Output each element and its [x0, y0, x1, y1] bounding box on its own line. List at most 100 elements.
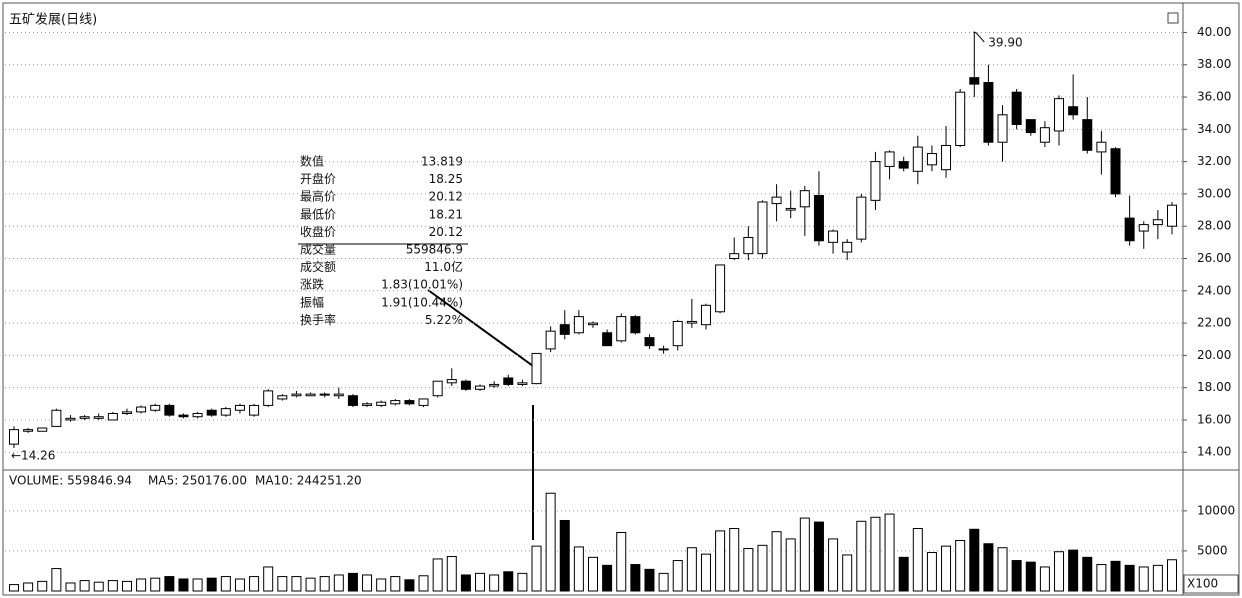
volume-bar — [997, 547, 1008, 592]
y-tick-label: 36.00 — [1197, 90, 1231, 104]
volume-bar — [432, 558, 443, 592]
candle-body — [23, 429, 34, 432]
volume-bar — [51, 568, 62, 592]
candle-body — [404, 400, 415, 405]
volume-bar — [446, 556, 457, 592]
candle-body — [376, 401, 387, 406]
candle-body — [941, 144, 952, 171]
candle-body — [955, 91, 966, 146]
volume-header: MA5: 250176.00 — [148, 474, 247, 488]
volume-bar — [545, 492, 556, 592]
candle-body — [1011, 91, 1022, 125]
volume-bar — [333, 574, 344, 592]
volume-bar — [1167, 559, 1177, 592]
candle-body — [1068, 106, 1079, 116]
unit-label: X100 — [1187, 577, 1218, 591]
volume-bar — [1138, 566, 1149, 592]
volume-bar — [489, 574, 500, 592]
candle-body — [630, 316, 641, 334]
candle-body — [503, 377, 514, 385]
candle-body — [446, 379, 457, 384]
candle-body — [206, 409, 217, 416]
volume-bar — [178, 578, 189, 592]
volume-bar — [969, 528, 980, 592]
candle-body — [1152, 219, 1163, 226]
volume-bar — [743, 548, 754, 592]
volume-bar — [898, 556, 909, 592]
tooltip-value: 11.0亿 — [424, 259, 463, 274]
volume-bar — [93, 581, 104, 592]
candle-body — [1039, 127, 1050, 143]
tooltip-value: 5.22% — [425, 313, 463, 327]
y-tick-label: 18.00 — [1197, 380, 1231, 394]
volume-bar — [475, 572, 486, 592]
candle-body — [79, 416, 90, 419]
tooltip-value: 559846.9 — [406, 243, 463, 257]
volume-bar — [263, 566, 274, 592]
volume-bar — [771, 531, 782, 592]
volume-bar — [757, 544, 768, 592]
candle-body — [1096, 141, 1107, 153]
candle-body — [573, 316, 584, 334]
candle-body — [602, 332, 613, 347]
candle-body — [121, 411, 132, 414]
tooltip-label: 涨跌 — [300, 277, 324, 292]
candle-body — [234, 404, 245, 411]
volume-bar — [644, 568, 655, 592]
y-tick-label: 16.00 — [1197, 412, 1231, 426]
volume-bar — [729, 527, 740, 592]
candle-body — [1138, 224, 1149, 232]
candle-body — [785, 207, 796, 211]
tooltip-label: 最高价 — [300, 189, 336, 204]
volume-bar — [1054, 551, 1065, 592]
volume-bar — [955, 540, 966, 592]
candle-body — [969, 77, 980, 85]
volume-bar — [856, 520, 867, 592]
candle-body — [1167, 204, 1177, 227]
tooltip-value: 20.12 — [429, 190, 463, 204]
candle-body — [249, 404, 260, 416]
volume-bar — [192, 578, 203, 592]
volume-bar — [588, 556, 598, 592]
chart-title: 五矿发展(日线) — [9, 12, 97, 28]
volume-bar — [686, 547, 697, 592]
volume-bar — [813, 521, 824, 592]
volume-bar — [700, 553, 711, 592]
volume-bar — [983, 543, 994, 592]
candle-body — [263, 390, 274, 406]
volume-bar — [941, 545, 952, 592]
tooltip-label: 开盘价 — [300, 171, 336, 186]
volume-bar — [785, 538, 796, 592]
candle-body — [884, 151, 895, 167]
candle-body — [475, 385, 486, 390]
tooltip-label: 成交额 — [300, 259, 336, 274]
volume-bar — [319, 576, 330, 592]
candle-body — [813, 195, 824, 242]
volume-bar — [828, 538, 839, 592]
candle-body — [107, 412, 118, 421]
volume-bar — [249, 576, 260, 592]
candle-body — [771, 196, 782, 205]
volume-bar — [376, 578, 387, 592]
candle-body — [616, 316, 627, 342]
candle-body — [418, 398, 429, 406]
candle-body — [672, 320, 683, 347]
volume-bar — [658, 572, 669, 592]
candle-body — [1082, 119, 1093, 151]
candle-body — [588, 322, 598, 326]
volume-bar — [1110, 560, 1121, 592]
candle-body — [870, 161, 881, 201]
tooltip-value: 18.21 — [429, 207, 463, 221]
candle-body — [926, 153, 937, 166]
volume-bar — [517, 572, 528, 592]
candle-body — [1025, 119, 1036, 134]
volume-bar — [418, 575, 429, 592]
panel-icon[interactable] — [1167, 12, 1179, 24]
candle-body — [898, 161, 909, 169]
candle-body — [729, 253, 740, 259]
candle-body — [686, 320, 697, 324]
candle-body — [757, 201, 768, 255]
candle-body — [517, 382, 528, 385]
candle-body — [559, 324, 570, 335]
candle-body — [390, 400, 401, 405]
